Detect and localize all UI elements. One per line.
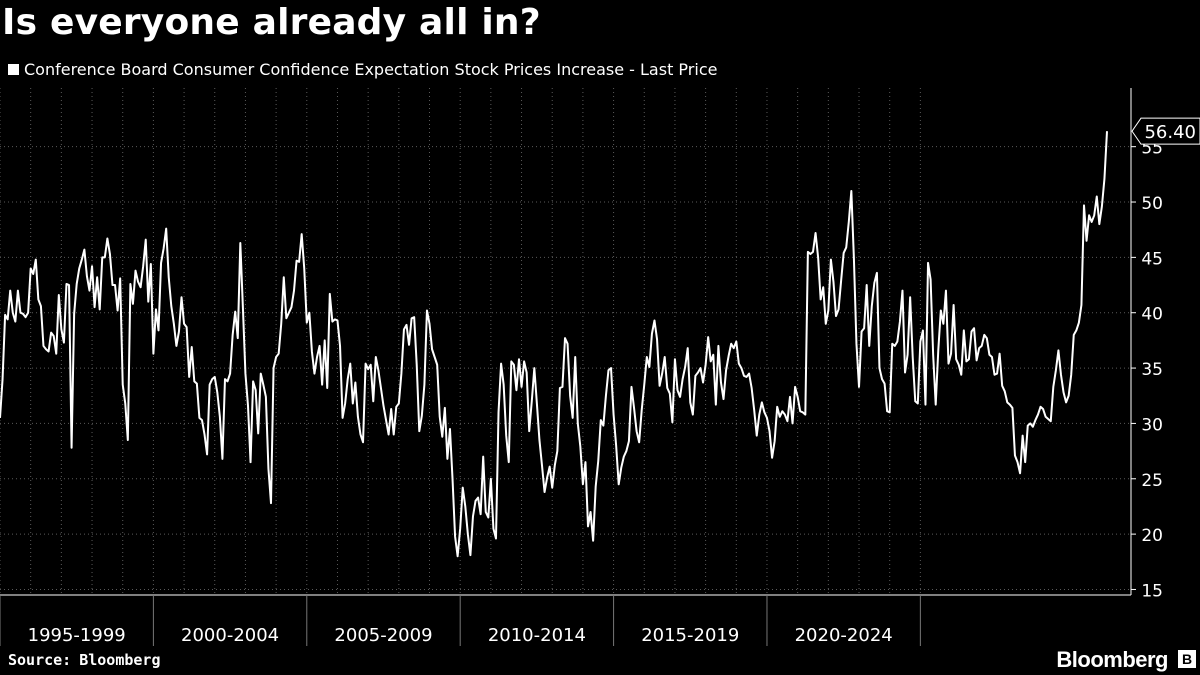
label-layer: 56.40 bbox=[1131, 117, 1200, 145]
source-label: Source: bbox=[8, 651, 72, 669]
y-tick-label: 25 bbox=[1141, 471, 1163, 491]
grid-layer bbox=[0, 88, 1131, 595]
source-value: Bloomberg bbox=[79, 651, 161, 669]
series-line bbox=[0, 131, 1108, 558]
legend-label: Conference Board Consumer Confidence Exp… bbox=[24, 60, 718, 79]
last-value-label: 56.40 bbox=[1144, 122, 1196, 143]
y-tick-label: 45 bbox=[1141, 249, 1163, 269]
legend-swatch bbox=[8, 64, 19, 75]
legend: Conference Board Consumer Confidence Exp… bbox=[8, 60, 717, 79]
source-note: Source: Bloomberg bbox=[8, 651, 161, 669]
y-tick-label: 35 bbox=[1141, 360, 1163, 380]
bloomberg-badge-icon: B bbox=[1178, 650, 1196, 668]
x-tick-label: 2015-2019 bbox=[641, 625, 739, 646]
x-tick-label: 2000-2004 bbox=[181, 625, 279, 646]
x-tick-label: 2020-2024 bbox=[795, 625, 893, 646]
x-tick-label: 2010-2014 bbox=[488, 625, 586, 646]
y-tick-label: 40 bbox=[1141, 305, 1163, 325]
series-layer bbox=[0, 131, 1108, 558]
y-tick-label: 20 bbox=[1141, 526, 1163, 546]
y-tick-label: 15 bbox=[1141, 581, 1163, 601]
y-tick-label: 50 bbox=[1141, 194, 1163, 214]
y-tick-label: 30 bbox=[1141, 415, 1163, 435]
x-tick-label: 1995-1999 bbox=[28, 625, 126, 646]
last-value-callout bbox=[1131, 117, 1200, 145]
bloomberg-logo: Bloomberg bbox=[1056, 647, 1168, 672]
x-tick-label: 2005-2009 bbox=[334, 625, 432, 646]
chart-title: Is everyone already all in? bbox=[2, 2, 541, 43]
